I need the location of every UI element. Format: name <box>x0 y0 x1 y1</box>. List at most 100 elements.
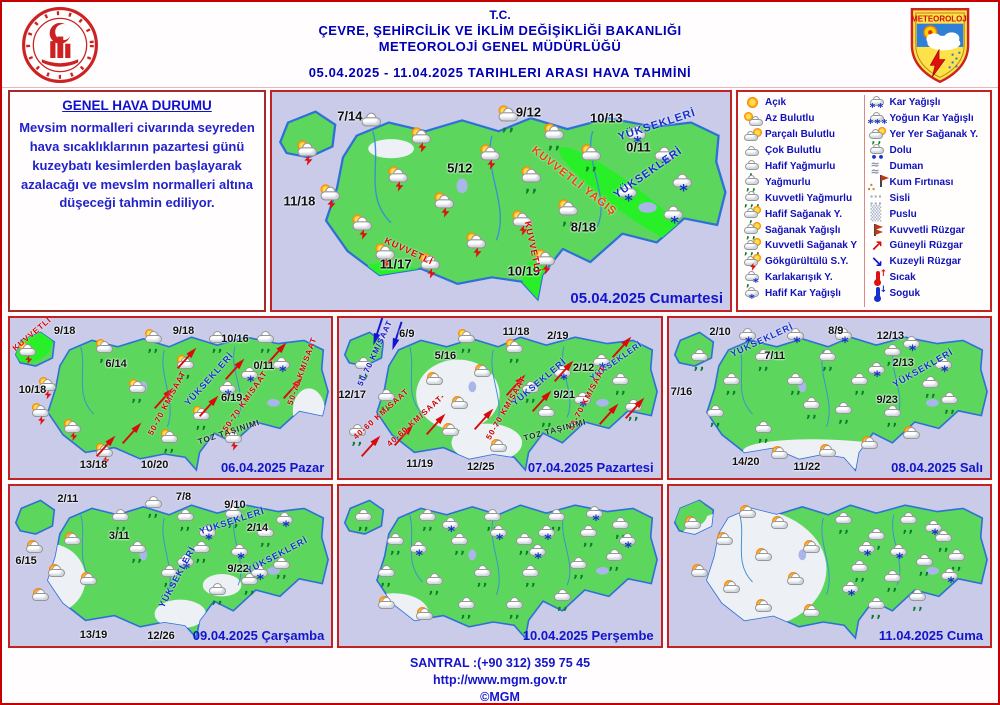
temperature-label: 9/21 <box>553 388 575 401</box>
snow-icon: * <box>902 335 923 358</box>
rain-icon: ,, <box>941 391 961 415</box>
summary-body: Mevsim normalleri civarında seyreden hav… <box>19 120 255 211</box>
temperature-label: 12/25 <box>466 460 495 473</box>
temperature-label: 10/19 <box>507 263 541 279</box>
thunderstorm-icon <box>466 231 490 258</box>
rain-shower-icon: ,, <box>160 428 181 454</box>
partly-sunny-icon <box>25 540 46 560</box>
legend-label: Kar Yağışlı <box>889 97 941 109</box>
rain-icon: ,, <box>947 548 968 572</box>
rain-icon: ,, <box>612 372 632 396</box>
snow-icon: * <box>867 361 888 384</box>
map-date-label: 06.04.2025 Pazar <box>220 460 325 475</box>
rain-icon: ,, <box>787 372 807 396</box>
storm-icon <box>742 253 765 271</box>
snow-icon: * <box>890 543 910 566</box>
footer-url[interactable]: http://www.mgm.gov.tr <box>432 672 567 687</box>
partly-sunny-icon <box>755 599 775 619</box>
cloud-icon <box>361 111 384 134</box>
temperature-label: 10/20 <box>140 459 169 472</box>
thunderstorm-icon <box>420 253 444 280</box>
legend-label: Kuvvetli Sağanak Y <box>765 240 858 252</box>
legend-label: Hafif Sağanak Y. <box>765 208 843 220</box>
rain-icon: ,, <box>755 348 775 372</box>
partly-sunny-icon <box>425 372 446 392</box>
temperature-label: 2/14 <box>246 521 269 534</box>
temperature-label: 9/12 <box>515 104 542 120</box>
rain-shower-icon: ,, <box>457 329 478 354</box>
haze-icon: ▒ <box>870 206 882 223</box>
thunderstorm-icon <box>535 249 558 275</box>
rain-icon: ,, <box>425 572 446 596</box>
snow2-icon: * * <box>867 95 890 113</box>
temperature-label: 10/16 <box>221 332 249 345</box>
legend-item: ∴ Kum Fırtınası <box>867 174 987 193</box>
legend-label: Yoğun Kar Yağışlı <box>889 113 974 125</box>
temperature-label: 9/22 <box>227 563 249 576</box>
legend-label: Duman <box>889 161 924 172</box>
snow-icon: * <box>528 543 549 566</box>
cloud-sun-icon <box>742 127 765 143</box>
map-date-label: 10.04.2025 Perşembe <box>522 628 654 643</box>
rain-icon: ,, <box>473 564 494 588</box>
rain-icon: ,, <box>579 524 600 548</box>
rain-icon: ,, <box>192 540 213 564</box>
legend-item: , Hafif Sağanak Y. <box>742 206 862 225</box>
legend-label: Puslu <box>889 208 917 220</box>
temperature-label: 10/13 <box>590 110 623 126</box>
rain-icon: ,, <box>355 508 375 532</box>
summary-title: GENEL HAVA DURUMU <box>62 98 212 113</box>
map-date-label: 08.04.2025 Salı <box>891 460 983 475</box>
rain-icon: ,, <box>112 508 132 532</box>
temperature-label: 0/11 <box>253 360 275 372</box>
legend-column-right: * * Kar Yağışlı * * * Yoğun Kar Yağışlı ,, … <box>863 95 989 307</box>
header: T.C. ÇEVRE, ŞEHİRCİLİK VE İKLİM DEĞİŞİKL… <box>2 2 998 88</box>
map-date-label: 09.04.2025 Çarşamba <box>192 628 325 643</box>
thunderstorm-icon <box>512 210 535 236</box>
snow-icon: * <box>592 353 613 376</box>
sandstorm-icon: ∴ <box>867 174 890 193</box>
legend-item: Açık <box>742 95 862 111</box>
turkey-map <box>10 318 332 478</box>
rain-shower-icon: ,, <box>521 166 545 195</box>
snow-icon: * <box>663 205 687 231</box>
thunderstorm-icon <box>480 144 503 171</box>
temperature-label: 2/19 <box>547 329 569 342</box>
rain-icon: ,, <box>909 588 929 612</box>
turkey-map <box>668 486 990 646</box>
rain-icon: ,, <box>377 564 398 588</box>
legend-label: Çok Bulutlu <box>765 145 822 157</box>
rain-icon: ,, <box>851 559 871 583</box>
rain-icon: ,, <box>867 527 888 551</box>
thunderstorm-icon <box>375 242 398 269</box>
legend-item: ,,, Kuvvetli Sağanak Y <box>742 237 862 257</box>
ministry-logo <box>8 6 112 84</box>
snow-icon: * <box>231 543 251 566</box>
partly-sunny-icon <box>48 564 68 584</box>
ministry-emblem-icon <box>22 6 98 83</box>
legend-item: ▒ Puslu <box>867 206 987 222</box>
rain-icon: ,, <box>257 524 277 548</box>
shower3-icon: ,,, <box>742 237 765 257</box>
temperature-label: 6/15 <box>15 555 37 568</box>
legend-label: Gökgürültülü S.Y. <box>765 256 849 268</box>
legend-item: * Hafif Kar Yağışlı <box>742 286 862 304</box>
map-canvas-tuesday: ,,,,,,,,,,,,,,,,,,,,,,,,,,,, * * * * * * 2/10 8/… <box>668 318 990 478</box>
partly-sunny-icon <box>416 607 436 627</box>
forecast-map-wednesday: ,,,,,,,,,,,,,,,,,,,,,, * * * * * 2/11 7/8 9/10 3/… <box>8 484 334 648</box>
legend-item: ↑ Sıcak <box>867 269 987 286</box>
legend-item: •• Dolu <box>867 143 987 163</box>
forecast-map-tuesday: ,,,,,,,,,,,,,,,,,,,,,,,,,,,, * * * * * * 2/10 8/… <box>666 316 992 480</box>
temperature-label: 5/16 <box>434 350 457 363</box>
map-date-label: 05.04.2025 Cumartesi <box>570 290 723 307</box>
temperature-label: 12/13 <box>876 329 905 342</box>
row-middle: ,,,,,,,,,,,, * * *,,,, 9/18 9/18 10/16 6/14 0/11… <box>2 314 998 482</box>
rain-icon: ,, <box>128 540 149 564</box>
temperature-label: 0/11 <box>626 139 651 154</box>
legend-item: Az Bulutlu <box>742 111 862 127</box>
snow-icon: * <box>738 327 759 350</box>
rain-shower-icon: ,, <box>498 105 522 134</box>
legend-item: ,, Sağanak Yağışlı <box>742 222 862 241</box>
snow-icon: * <box>672 172 696 198</box>
meteorology-logo: METEOROLOJİ <box>888 6 992 84</box>
